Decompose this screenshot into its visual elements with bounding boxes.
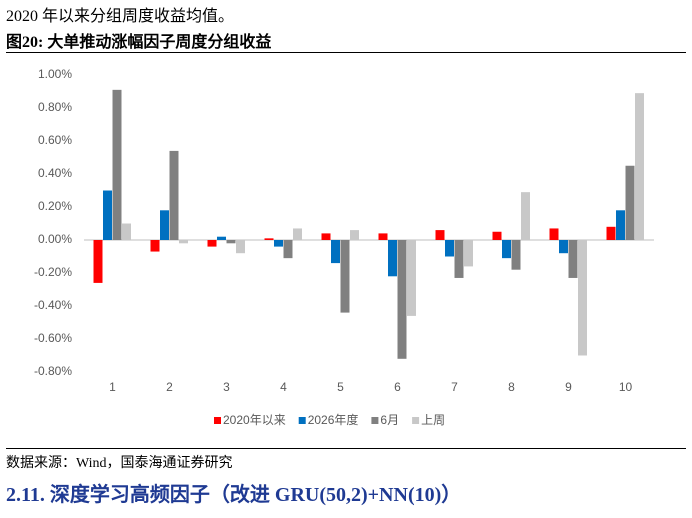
bar <box>454 240 464 278</box>
rule <box>6 448 686 449</box>
y-tick-label: -0.80% <box>34 364 72 378</box>
bar <box>464 240 473 267</box>
bar <box>103 190 112 240</box>
y-tick-label: 0.40% <box>38 166 72 180</box>
y-tick-label: 0.80% <box>38 100 72 114</box>
bar <box>236 240 245 254</box>
x-tick-label: 5 <box>337 380 344 394</box>
legend-label: 2026年度 <box>308 412 359 427</box>
legend-label: 6月 <box>380 413 399 427</box>
y-tick-label: -0.60% <box>34 331 72 345</box>
source-note: 数据来源：Wind，国泰海通证券研究 <box>6 456 233 471</box>
bar <box>293 228 302 240</box>
bar <box>521 192 530 240</box>
figure-title: 图20: 大单推动涨幅因子周度分组收益 <box>6 34 272 51</box>
legend-swatch <box>371 417 379 424</box>
bar <box>378 233 388 240</box>
bar <box>511 240 521 270</box>
bar <box>226 240 236 244</box>
x-tick-label: 1 <box>109 380 116 394</box>
y-tick-label: 0.60% <box>38 133 72 147</box>
legend-label: 上周 <box>421 413 445 427</box>
legend-swatch <box>214 417 221 424</box>
bar <box>606 226 616 240</box>
x-tick-label: 8 <box>508 380 515 394</box>
bar <box>112 89 122 240</box>
bar <box>625 165 635 240</box>
bar <box>264 238 274 240</box>
bar <box>160 210 169 240</box>
bar <box>350 230 359 240</box>
y-tick-label: 0.00% <box>38 232 72 246</box>
x-tick-label: 3 <box>223 380 230 394</box>
y-tick-label: 1.00% <box>38 67 72 81</box>
bar <box>283 240 293 259</box>
bar <box>559 240 568 254</box>
bar <box>502 240 511 259</box>
bar <box>578 240 587 356</box>
bar <box>331 240 340 264</box>
y-tick-label: -0.20% <box>34 265 72 279</box>
bar <box>93 240 103 283</box>
section-heading: 2.11. 深度学习高频因子（改进 GRU(50,2)+NN(10)） <box>6 484 462 506</box>
bar <box>217 236 226 240</box>
intro-text: 2020 年以来分组周度收益均值。 <box>6 8 235 25</box>
legend-swatch <box>412 417 420 424</box>
bar <box>635 93 644 241</box>
bar <box>435 230 445 240</box>
bar <box>340 240 350 313</box>
bar <box>122 223 131 240</box>
bar <box>169 150 179 240</box>
x-tick-label: 7 <box>451 380 458 394</box>
bar <box>150 240 160 252</box>
bar <box>321 233 331 240</box>
bar <box>492 231 502 240</box>
y-tick-label: -0.40% <box>34 298 72 312</box>
bar <box>549 228 559 240</box>
rule <box>6 52 686 53</box>
bar <box>568 240 578 278</box>
bar <box>397 240 407 359</box>
bar <box>179 240 188 244</box>
bar <box>616 210 625 240</box>
x-tick-label: 2 <box>166 380 173 394</box>
legend-swatch <box>298 417 306 424</box>
bar <box>207 240 217 247</box>
x-tick-label: 4 <box>280 380 287 394</box>
x-tick-label: 9 <box>565 380 572 394</box>
bar <box>407 240 416 316</box>
bar <box>274 240 283 247</box>
chart: 1.00% 0.80% 0.60% 0.40% 0.20% 0.00% -0.20% -0.4… <box>34 67 654 427</box>
x-tick-label: 10 <box>619 380 633 394</box>
bar <box>445 240 454 257</box>
bar <box>388 240 397 277</box>
y-tick-label: 0.20% <box>38 199 72 213</box>
x-tick-label: 6 <box>394 380 401 394</box>
legend-label: 2020年以来 <box>223 413 286 427</box>
